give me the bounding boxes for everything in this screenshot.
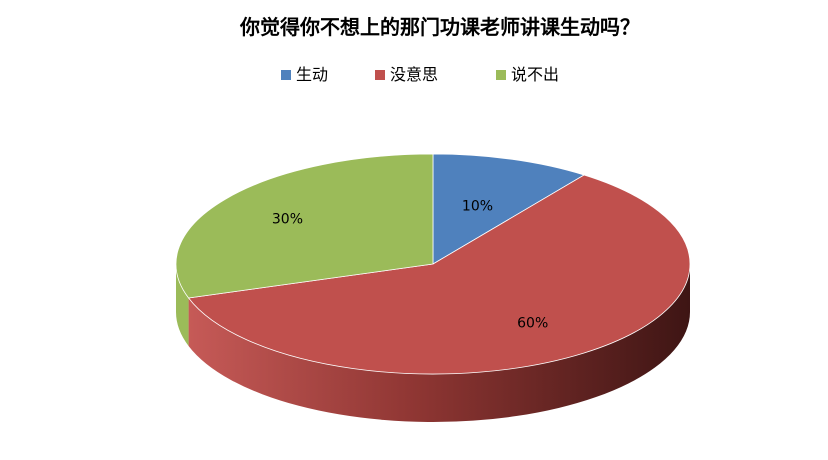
slice-label-1: 60%: [517, 316, 548, 332]
slice-side-2: [176, 264, 189, 346]
legend-label-1: 没意思: [390, 65, 438, 84]
slice-label-0: 10%: [462, 198, 493, 214]
legend-swatch-0: [281, 70, 291, 80]
legend: 生动 没意思 说不出: [281, 65, 559, 84]
legend-label-2: 说不出: [511, 65, 559, 84]
legend-label-0: 生动: [296, 65, 328, 84]
pie-slices: [175, 153, 691, 375]
slice-2: [175, 153, 434, 299]
slice-label-2: 30%: [272, 212, 303, 228]
legend-swatch-1: [375, 70, 385, 80]
legend-swatch-2: [496, 70, 506, 80]
chart-title: 你觉得你不想上的那门功课老师讲课生动吗？: [239, 15, 640, 39]
slice-1: [187, 174, 691, 375]
pie-side-walls: [176, 264, 690, 422]
pie-labels: 10% 60% 30%: [272, 198, 548, 331]
slice-0: [432, 153, 586, 265]
slice-side-1: [188, 264, 690, 422]
